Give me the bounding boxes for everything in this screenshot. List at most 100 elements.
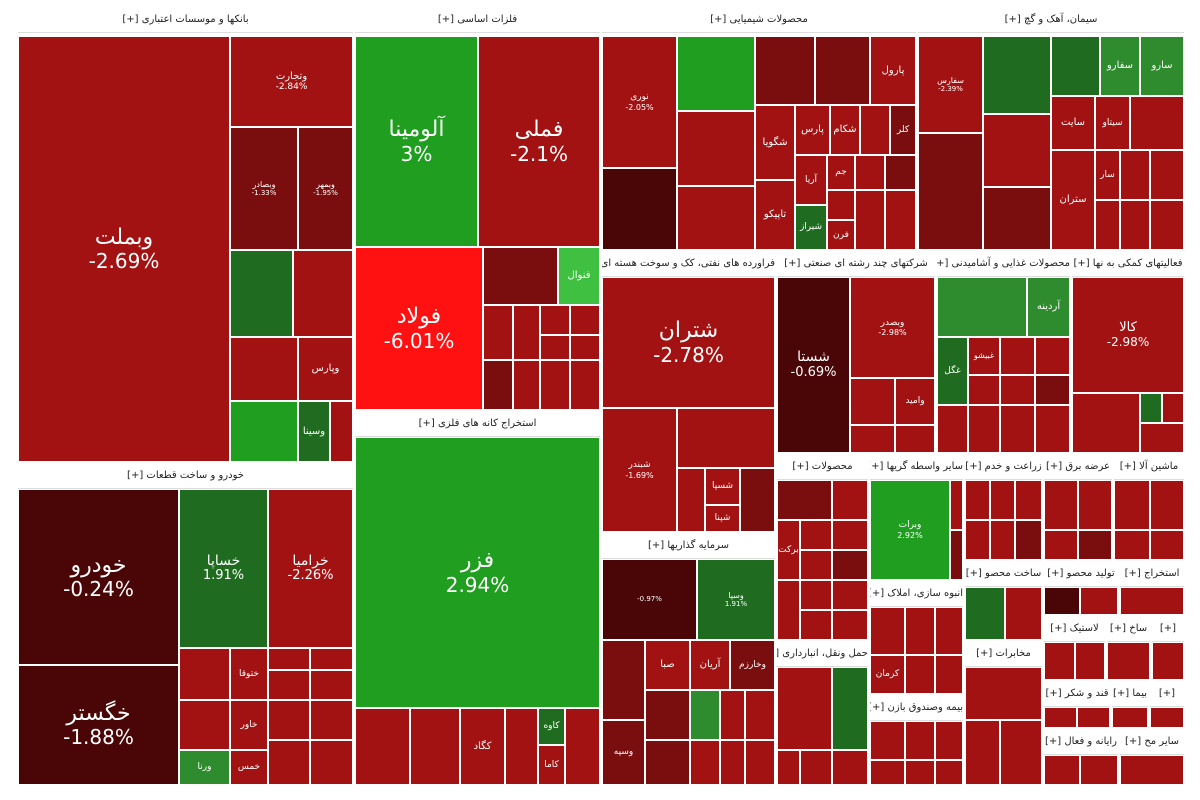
sector-header[interactable]: [+] (1152, 617, 1184, 642)
stock-tile[interactable] (965, 480, 990, 520)
stock-tile[interactable]: آلومینا 3% (355, 36, 478, 247)
sector-header[interactable]: ساخت محصو [+] (965, 562, 1042, 587)
stock-tile[interactable] (1000, 337, 1035, 375)
stock-tile[interactable]: شستا -0.69% (777, 277, 850, 453)
stock-tile[interactable] (777, 480, 832, 520)
stock-tile[interactable] (565, 708, 600, 785)
stock-tile[interactable] (1044, 480, 1078, 530)
stock-tile[interactable] (1075, 642, 1105, 680)
stock-tile[interactable] (800, 610, 832, 640)
sector-header[interactable]: مخابرات [+] (965, 642, 1042, 667)
stock-tile[interactable]: پارول (870, 36, 916, 105)
stock-tile[interactable] (850, 378, 895, 425)
stock-tile[interactable]: فنوال (558, 247, 600, 305)
stock-tile[interactable]: سفارو (1100, 36, 1140, 96)
stock-tile[interactable] (540, 360, 570, 410)
stock-tile[interactable] (1000, 720, 1042, 785)
stock-tile[interactable]: خودرو -0.24% (18, 489, 179, 665)
stock-tile[interactable] (540, 305, 570, 335)
sector-header[interactable]: سرمایه گذاریها [+] (602, 534, 775, 559)
stock-tile[interactable] (268, 670, 310, 700)
stock-tile[interactable] (1120, 755, 1184, 785)
stock-tile[interactable] (645, 740, 690, 785)
stock-tile[interactable] (540, 335, 570, 360)
stock-tile[interactable] (935, 655, 963, 694)
stock-tile[interactable]: شبندر -1.69% (602, 408, 677, 532)
stock-tile[interactable] (870, 607, 905, 655)
stock-tile[interactable] (1152, 642, 1184, 680)
stock-tile[interactable] (990, 480, 1015, 520)
stock-tile[interactable] (870, 760, 905, 785)
stock-tile[interactable]: وسپه (602, 720, 645, 785)
stock-tile[interactable] (1077, 707, 1110, 728)
stock-tile[interactable] (870, 721, 905, 760)
stock-tile[interactable] (690, 740, 720, 785)
stock-tile[interactable]: سایت (1051, 96, 1095, 150)
stock-tile[interactable] (1114, 530, 1150, 560)
stock-tile[interactable]: شیراز (795, 205, 827, 250)
sector-header[interactable]: بیمه وصندوق بازن [+] (870, 696, 963, 721)
stock-tile[interactable] (1120, 150, 1150, 200)
stock-tile[interactable] (885, 190, 916, 250)
sector-header[interactable]: استخراج [+] (1120, 562, 1184, 587)
stock-tile[interactable]: سفارس -2.39% (918, 36, 983, 133)
stock-tile[interactable] (905, 607, 935, 655)
stock-tile[interactable] (268, 700, 310, 740)
stock-tile[interactable] (850, 425, 895, 453)
stock-tile[interactable]: نوری -2.05% (602, 36, 677, 168)
stock-tile[interactable] (965, 667, 1042, 720)
stock-tile[interactable] (827, 190, 855, 220)
stock-tile[interactable] (677, 186, 755, 250)
stock-tile[interactable]: ستران (1051, 150, 1095, 250)
stock-tile[interactable]: وبصدر -2.98% (850, 277, 935, 378)
stock-tile[interactable] (832, 580, 868, 610)
stock-tile[interactable]: فرن (827, 220, 855, 250)
sector-header[interactable]: محصولات شیمیایی [+] (602, 8, 916, 33)
stock-tile[interactable] (905, 721, 935, 760)
stock-tile[interactable] (965, 587, 1005, 640)
stock-tile[interactable] (720, 740, 745, 785)
stock-tile[interactable]: فولاد -6.01% (355, 247, 483, 410)
stock-tile[interactable] (935, 760, 963, 785)
stock-tile[interactable] (777, 750, 800, 785)
stock-tile[interactable] (1150, 480, 1184, 530)
stock-tile[interactable] (179, 648, 230, 700)
stock-tile[interactable]: فملی -2.1% (478, 36, 600, 247)
stock-tile[interactable] (1015, 520, 1042, 560)
stock-tile[interactable] (832, 520, 868, 550)
stock-tile[interactable]: وبصادر -1.33% (230, 127, 298, 250)
stock-tile[interactable] (1072, 393, 1140, 453)
stock-tile[interactable] (1051, 36, 1100, 96)
stock-tile[interactable] (1120, 587, 1184, 615)
stock-tile[interactable] (1035, 337, 1070, 375)
stock-tile[interactable] (1044, 707, 1077, 728)
stock-tile[interactable] (1035, 375, 1070, 405)
stock-tile[interactable] (937, 405, 968, 453)
stock-tile[interactable] (1035, 405, 1070, 453)
stock-tile[interactable] (1130, 96, 1184, 150)
stock-tile[interactable]: وامید (895, 378, 935, 425)
sector-header[interactable]: قند و شکر [+] (1044, 682, 1110, 707)
sector-header[interactable]: شرکتهای چند رشته ای صنعتی [+] (777, 252, 935, 277)
stock-tile[interactable] (230, 401, 298, 462)
stock-tile[interactable] (832, 610, 868, 640)
stock-tile[interactable]: سارو (1140, 36, 1184, 96)
stock-tile[interactable] (777, 667, 832, 750)
sector-header[interactable]: ساخ [+] (1107, 617, 1150, 642)
stock-tile[interactable] (905, 655, 935, 694)
stock-tile[interactable]: ورنا (179, 750, 230, 785)
stock-tile[interactable]: شسپا (705, 468, 740, 505)
stock-tile[interactable]: وسپا 1.91% (697, 559, 775, 640)
stock-tile[interactable]: کگاد (460, 708, 505, 785)
stock-tile[interactable] (1080, 755, 1118, 785)
stock-tile[interactable] (832, 480, 868, 520)
sector-header[interactable]: لاستیک [+] (1044, 617, 1105, 642)
stock-tile[interactable]: کاوه (538, 708, 565, 745)
stock-tile[interactable] (800, 520, 832, 550)
stock-tile[interactable] (1044, 642, 1075, 680)
stock-tile[interactable] (268, 740, 310, 785)
sector-header[interactable]: [+] (1150, 682, 1184, 707)
sector-header[interactable]: بیما [+] (1112, 682, 1148, 707)
stock-tile[interactable]: خگستر -1.88% (18, 665, 179, 785)
stock-tile[interactable]: کرمان (870, 655, 905, 694)
